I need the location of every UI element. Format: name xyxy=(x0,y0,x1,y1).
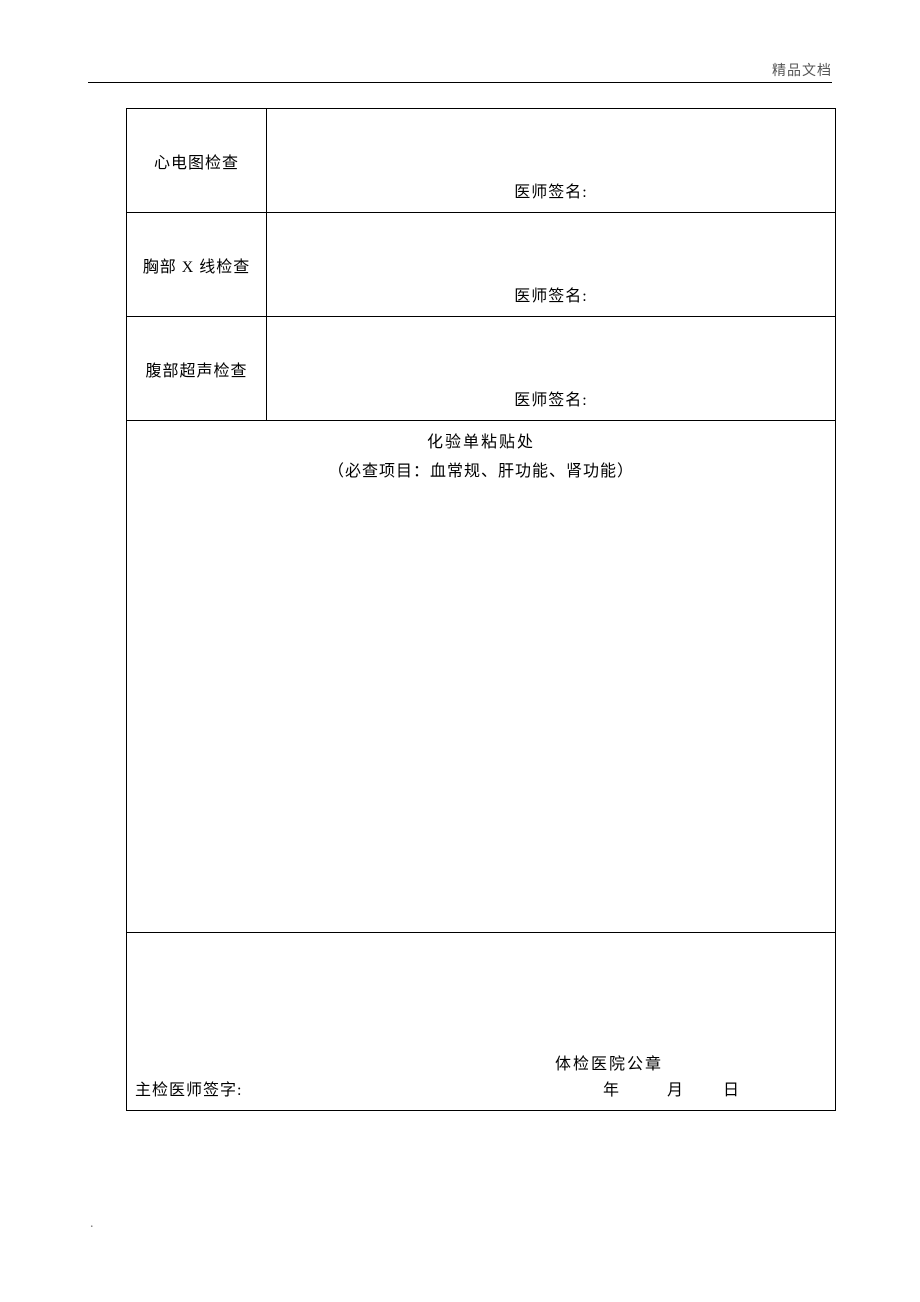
chief-doctor-signature-label: 主检医师签字: xyxy=(135,1076,242,1100)
hospital-seal-label: 体检医院公章 xyxy=(555,1050,663,1074)
exam-body-xray: 医师签名: xyxy=(267,213,836,317)
day-label: 日 xyxy=(723,1076,740,1100)
exam-row-xray: 胸部 X 线检查 医师签名: xyxy=(127,213,836,317)
exam-body-ecg: 医师签名: xyxy=(267,109,836,213)
doctor-signature-label: 医师签名: xyxy=(267,178,835,202)
lab-attachment-area: 化验单粘贴处 （必查项目：血常规、肝功能、肾功能） xyxy=(127,421,836,933)
month-label: 月 xyxy=(667,1076,684,1100)
medical-form: 心电图检查 医师签名: 胸部 X 线检查 医师签名: 腹部超声检查 医师签名: … xyxy=(126,108,836,1111)
header-divider xyxy=(88,82,832,83)
exam-label-ecg: 心电图检查 xyxy=(127,109,267,213)
exam-label-xray: 胸部 X 线检查 xyxy=(127,213,267,317)
year-label: 年 xyxy=(603,1076,620,1100)
exam-row-ecg: 心电图检查 医师签名: xyxy=(127,109,836,213)
lab-row: 化验单粘贴处 （必查项目：血常规、肝功能、肾功能） xyxy=(127,421,836,933)
form-table: 心电图检查 医师签名: 胸部 X 线检查 医师签名: 腹部超声检查 医师签名: … xyxy=(126,108,836,1111)
exam-body-ultrasound: 医师签名: xyxy=(267,317,836,421)
page-dot: . xyxy=(90,1216,94,1232)
exam-row-ultrasound: 腹部超声检查 医师签名: xyxy=(127,317,836,421)
exam-label-ultrasound: 腹部超声检查 xyxy=(127,317,267,421)
footer-row: 体检医院公章 主检医师签字: 年 月 日 xyxy=(127,933,836,1111)
lab-subtitle: （必查项目：血常规、肝功能、肾功能） xyxy=(127,457,835,487)
header-watermark: 精品文档 xyxy=(772,60,832,80)
lab-title: 化验单粘贴处 xyxy=(127,429,835,457)
doctor-signature-label: 医师签名: xyxy=(267,282,835,306)
date-line: 年 月 日 xyxy=(555,1076,740,1100)
doctor-signature-label: 医师签名: xyxy=(267,386,835,410)
footer-area: 体检医院公章 主检医师签字: 年 月 日 xyxy=(127,933,836,1111)
